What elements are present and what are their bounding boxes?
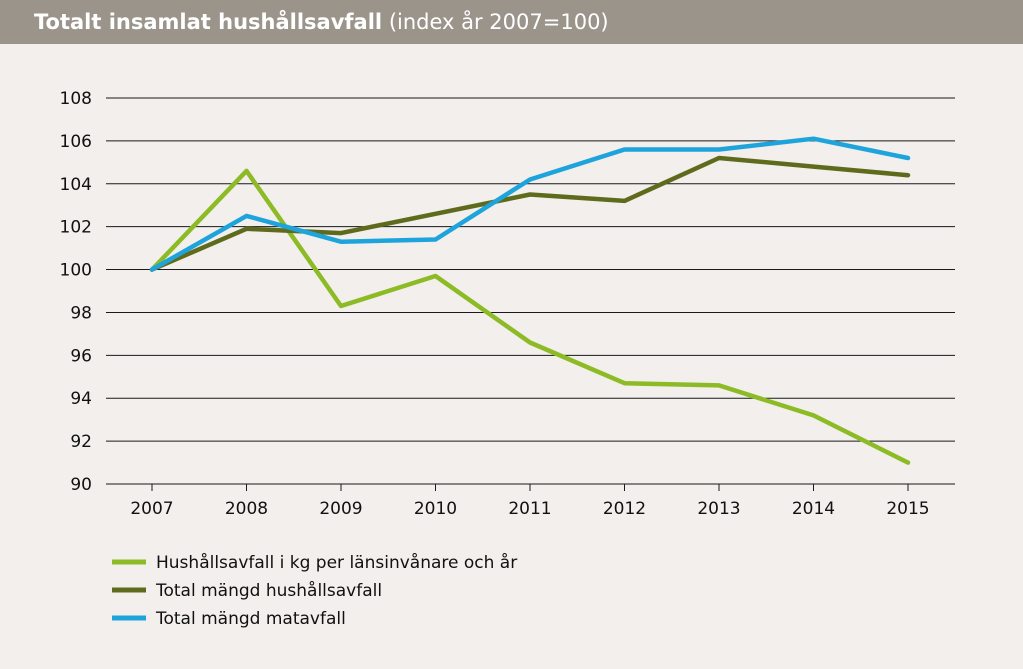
y-tick-label: 90	[70, 475, 92, 495]
chart-subtitle: (index år 2007=100)	[388, 10, 609, 34]
x-tick-label: 2008	[225, 499, 268, 519]
legend-label: Hushållsavfall i kg per länsinvånare och…	[156, 552, 517, 573]
y-tick-label: 108	[60, 89, 92, 109]
x-tick-label: 2007	[130, 499, 173, 519]
x-tick-label: 2012	[603, 499, 646, 519]
y-tick-label: 100	[60, 261, 92, 281]
series-line-1	[149, 168, 911, 465]
chart-header: Totalt insamlat hushållsavfall (index år…	[0, 0, 1023, 44]
y-tick-label: 96	[70, 346, 92, 366]
y-tick-label: 102	[60, 218, 92, 238]
x-tick-label: 2015	[886, 499, 929, 519]
grid-lines	[106, 97, 955, 485]
x-tick-label: 2011	[508, 499, 551, 519]
y-tick-label: 92	[70, 432, 92, 452]
series-lines	[149, 136, 911, 465]
x-tick-label: 2014	[792, 499, 835, 519]
x-tick-label: 2013	[697, 499, 740, 519]
legend-label: Total mängd hushållsavfall	[155, 580, 382, 601]
x-tick-label: 2010	[414, 499, 457, 519]
y-tick-label: 94	[70, 389, 92, 409]
chart-area: 90 92 94 96 98 100 102 104 106 108 2007 2008 2009 20…	[0, 44, 1023, 665]
chart-title: Totalt insamlat hushållsavfall	[34, 10, 383, 34]
y-tick-label: 104	[60, 175, 92, 195]
x-tick-label: 2009	[319, 499, 362, 519]
legend-label: Total mängd matavfall	[155, 609, 346, 629]
legend: Hushållsavfall i kg per länsinvånare och…	[112, 552, 517, 629]
y-tick-label: 106	[60, 132, 92, 152]
x-axis-ticks: 2007 2008 2009 2010 2011 2012 2013 2014 2015	[130, 484, 930, 519]
y-tick-label: 98	[70, 303, 92, 323]
series-line-2	[149, 155, 911, 272]
series-line-3	[149, 136, 911, 272]
y-axis-ticks: 90 92 94 96 98 100 102 104 106 108	[60, 89, 92, 495]
